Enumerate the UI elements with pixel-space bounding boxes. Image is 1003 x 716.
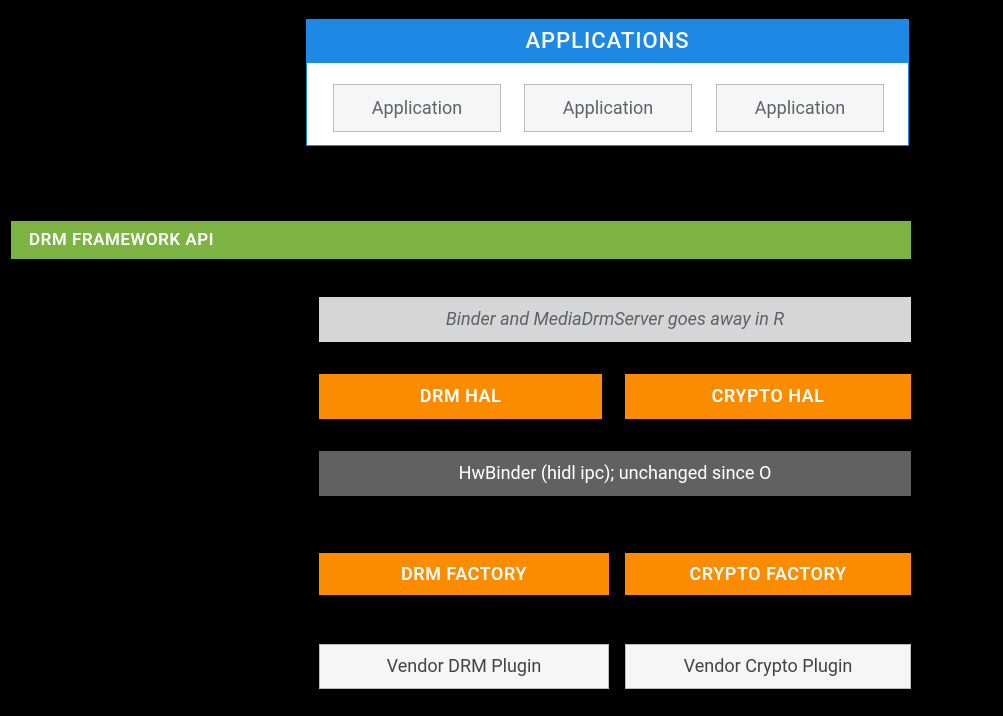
crypto-factory: CRYPTO FACTORY xyxy=(625,553,911,595)
application-box-3: Application xyxy=(716,84,884,132)
vendor-drm-plugin: Vendor DRM Plugin xyxy=(319,644,609,689)
hwbinder: HwBinder (hidl ipc); unchanged since O xyxy=(319,451,911,496)
drm-factory: DRM FACTORY xyxy=(319,553,609,595)
drm-hal: DRM HAL xyxy=(319,374,602,419)
drm-framework-api: DRM FRAMEWORK API xyxy=(11,221,911,259)
vendor-crypto-plugin: Vendor Crypto Plugin xyxy=(625,644,911,689)
applications-header: APPLICATIONS xyxy=(306,19,909,63)
crypto-hal: CRYPTO HAL xyxy=(625,374,911,419)
application-box-1: Application xyxy=(333,84,501,132)
diagram-root: APPLICATIONS Application Application App… xyxy=(0,0,1003,716)
binder-mediadrmserver: Binder and MediaDrmServer goes away in R xyxy=(319,297,911,342)
application-box-2: Application xyxy=(524,84,692,132)
